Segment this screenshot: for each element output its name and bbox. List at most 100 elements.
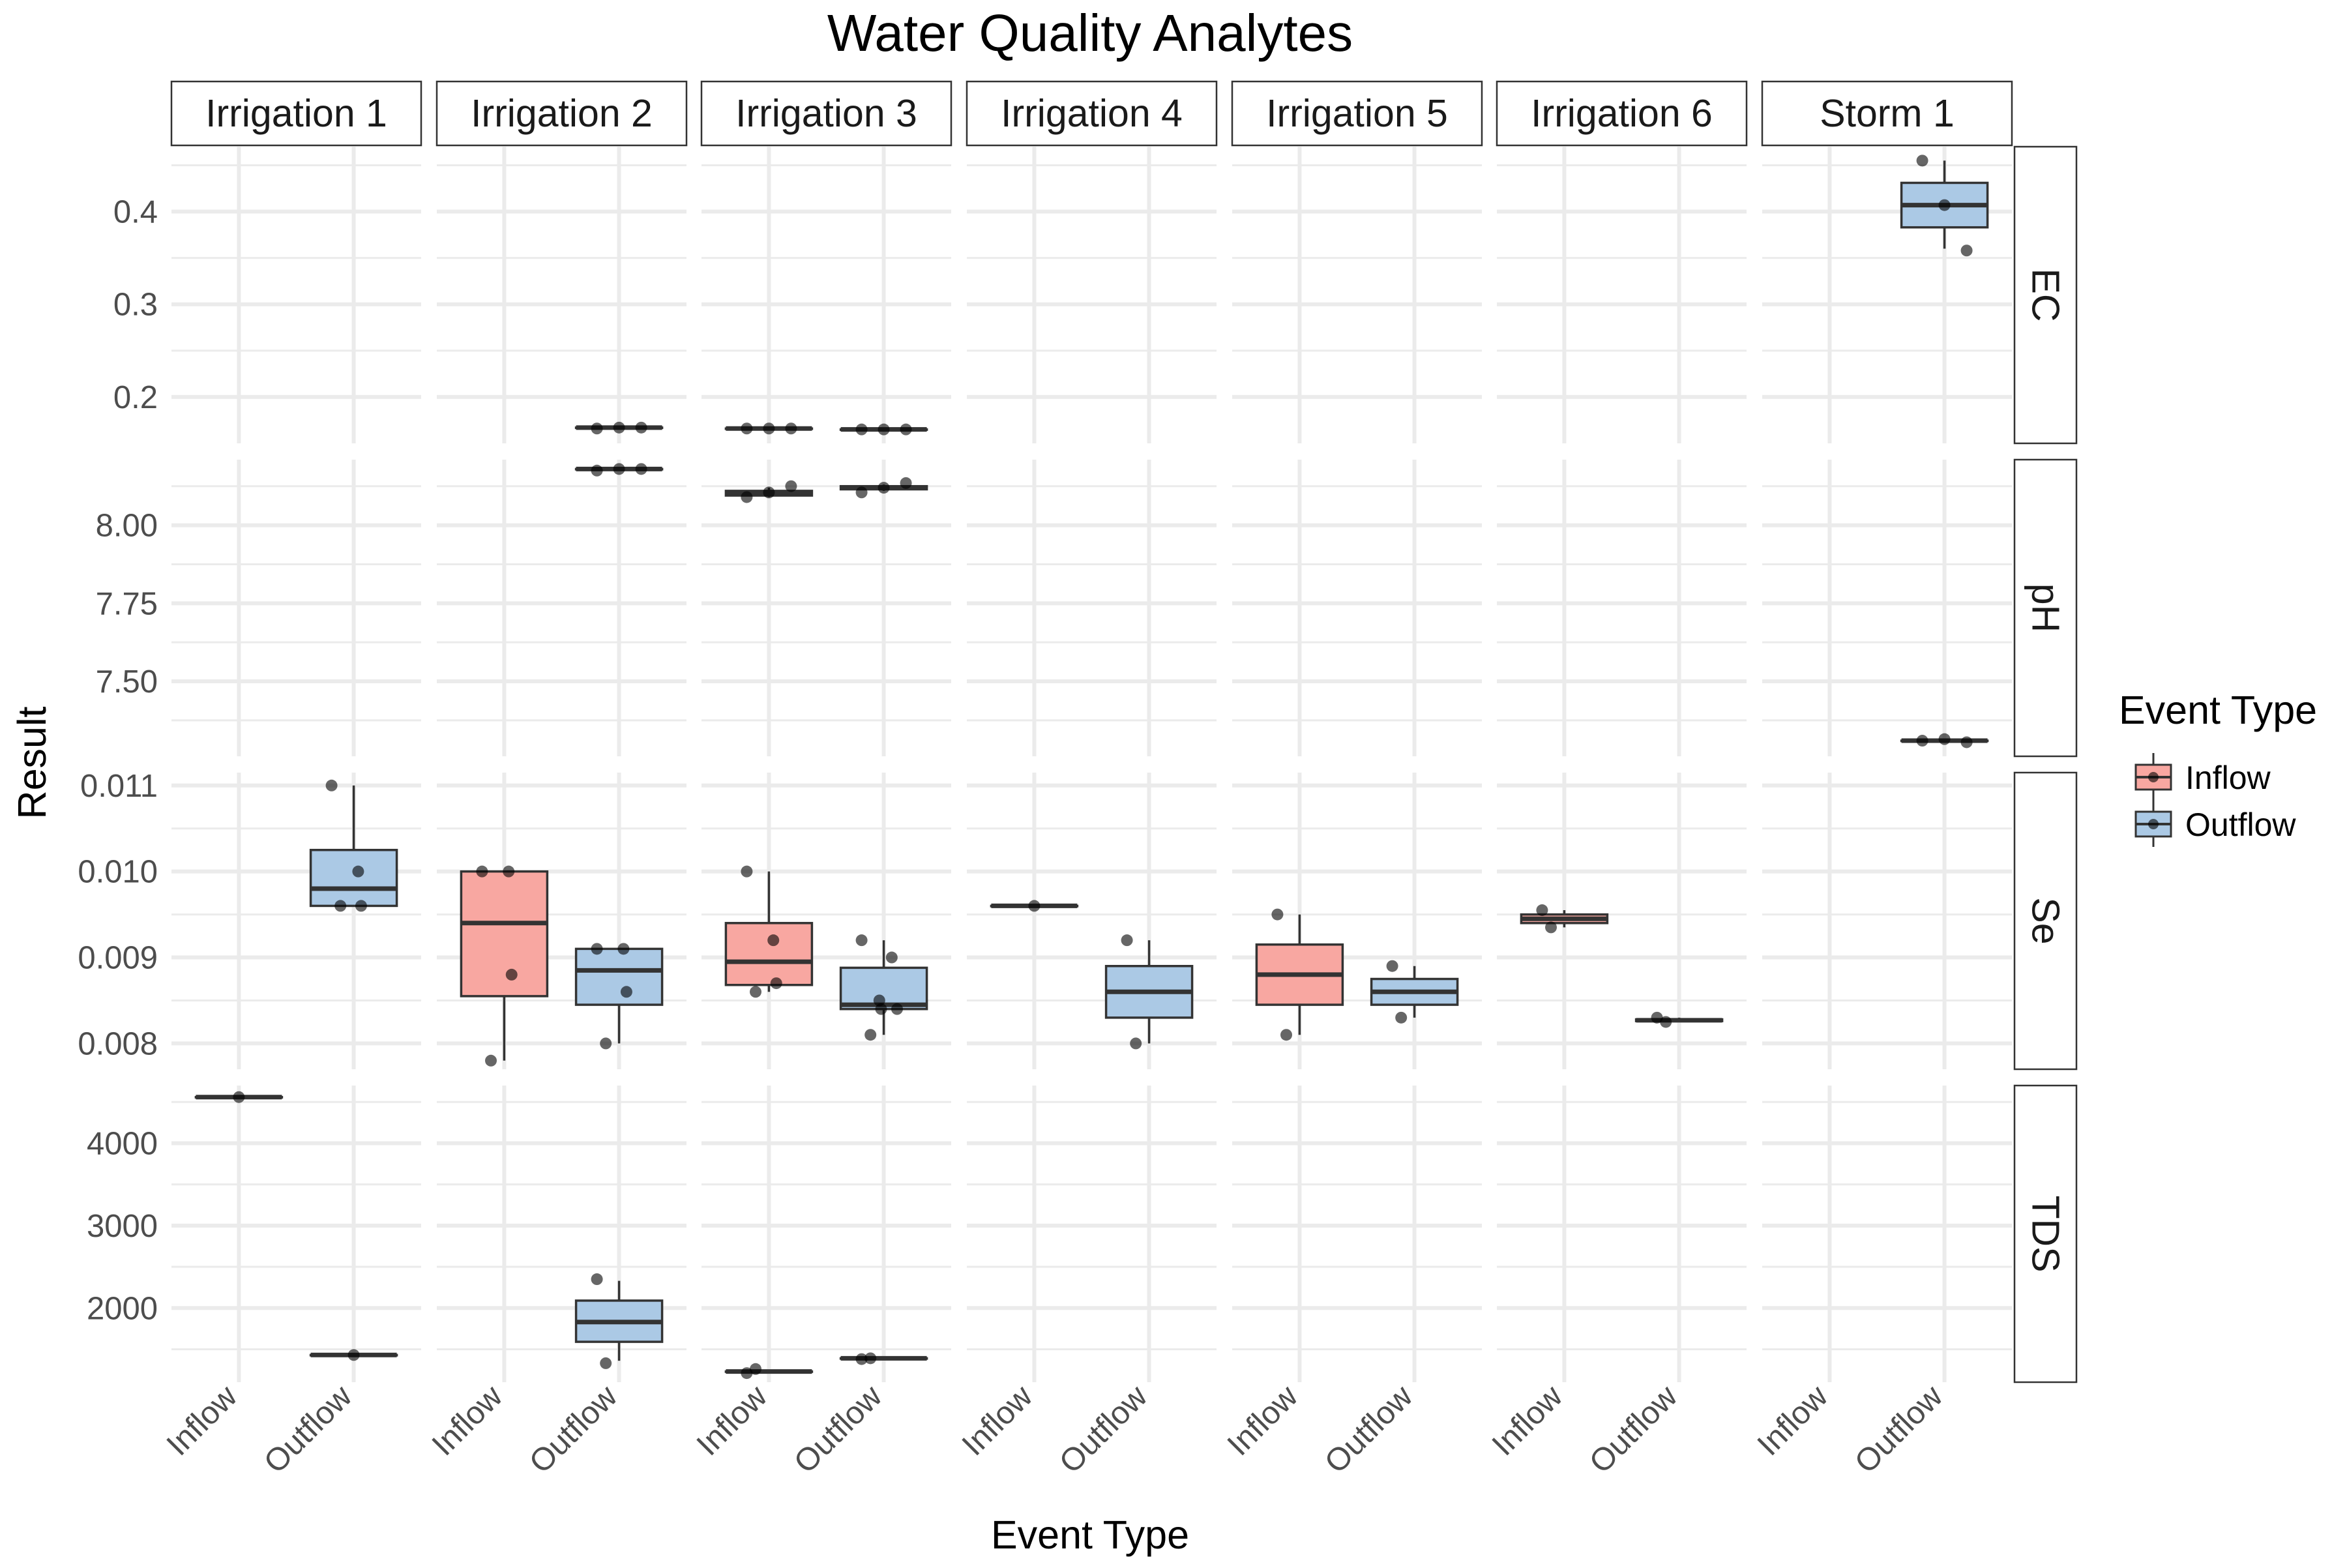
data-point	[1386, 960, 1398, 972]
box-group	[1900, 155, 1989, 257]
y-tick-label: 0.011	[80, 769, 158, 804]
box-group	[194, 1091, 284, 1103]
x-tick-label: Inflow	[955, 1378, 1039, 1462]
box	[574, 947, 664, 1006]
data-point	[600, 1037, 612, 1050]
data-point	[741, 1367, 753, 1380]
data-point	[1916, 155, 1928, 167]
data-point	[325, 779, 338, 791]
data-point	[875, 1003, 887, 1015]
data-point	[613, 463, 625, 475]
y-tick-label: 7.50	[96, 664, 158, 700]
box	[460, 870, 549, 998]
legend-item: Inflow	[2134, 753, 2271, 800]
data-point	[233, 1091, 245, 1103]
data-point	[1271, 908, 1284, 921]
data-point	[785, 480, 797, 492]
facet-strip	[1496, 80, 1748, 147]
row-strip	[2013, 771, 2078, 1071]
data-point	[900, 423, 912, 436]
box-group	[724, 1363, 814, 1380]
x-tick-label: Outflow	[1848, 1378, 1950, 1480]
data-point	[1938, 733, 1951, 745]
data-point	[485, 1054, 497, 1067]
y-tick-label: 2000	[87, 1291, 158, 1326]
data-point	[750, 1363, 762, 1375]
data-point	[878, 423, 890, 436]
data-point	[750, 986, 762, 998]
data-point	[1651, 1011, 1663, 1024]
legend-key-point	[2148, 772, 2159, 782]
x-tick-label: Outflow	[788, 1378, 889, 1480]
y-tick-label: 3000	[87, 1209, 158, 1244]
x-tick-label: Inflow	[160, 1378, 244, 1462]
data-point	[1130, 1037, 1142, 1050]
box-group	[1255, 908, 1344, 1041]
data-point	[613, 421, 625, 434]
box-group	[839, 477, 928, 499]
y-tick-label: 0.3	[113, 288, 158, 323]
box-group	[1370, 960, 1459, 1024]
data-point	[1280, 1029, 1293, 1041]
data-point	[864, 1352, 877, 1365]
box-group	[839, 1352, 928, 1365]
facet-strip-label: Irrigation 2	[471, 92, 653, 135]
data-point	[855, 934, 868, 947]
box-group	[839, 934, 928, 1041]
x-tick-label: Outflow	[1583, 1378, 1685, 1480]
x-tick-label: Inflow	[1750, 1378, 1835, 1462]
data-point	[1121, 934, 1133, 947]
facet-strip	[170, 80, 422, 147]
facet-strip-label: Irrigation 1	[205, 92, 387, 135]
row-strip	[2013, 145, 2078, 445]
box-group	[574, 943, 664, 1050]
data-point	[763, 486, 775, 499]
x-axis-title: Event Type	[991, 1513, 1189, 1557]
data-point	[1960, 736, 1973, 748]
row-strip-label: EC	[2024, 269, 2067, 322]
x-tick-label: Inflow	[1220, 1378, 1305, 1462]
data-point	[334, 900, 347, 912]
data-point	[503, 865, 515, 878]
data-point	[1545, 921, 1557, 934]
box-group	[1520, 904, 1609, 934]
facet-strip-label: Irrigation 6	[1531, 92, 1713, 135]
box-group	[574, 421, 664, 435]
box-group	[574, 463, 664, 477]
facet-strip	[966, 80, 1218, 147]
y-tick-label: 0.010	[78, 855, 158, 890]
x-tick-label: Inflow	[425, 1378, 509, 1462]
data-point	[355, 900, 367, 912]
data-point	[620, 986, 632, 998]
legend-item: Outflow	[2134, 800, 2296, 847]
x-tick-label: Inflow	[1485, 1378, 1569, 1462]
x-tick-label: Outflow	[1053, 1378, 1155, 1480]
box-group	[724, 422, 814, 435]
data-point	[741, 491, 753, 503]
box-group	[724, 865, 814, 998]
facet-strip-label: Irrigation 4	[1001, 92, 1183, 135]
data-point	[770, 977, 782, 990]
x-tick-label: Inflow	[690, 1378, 774, 1462]
data-point	[1028, 900, 1041, 912]
chart-title: Water Quality Analytes	[827, 4, 1353, 62]
y-tick-label: 0.2	[113, 380, 158, 415]
facet-strip-label: Irrigation 3	[735, 92, 917, 135]
data-point	[855, 423, 868, 436]
box-group	[990, 900, 1079, 912]
data-point	[600, 1357, 612, 1369]
data-point	[635, 421, 647, 434]
row-strip-label: TDS	[2024, 1196, 2067, 1273]
facet-strip-label: Irrigation 5	[1266, 92, 1448, 135]
data-point	[1660, 1016, 1672, 1028]
data-point	[763, 422, 775, 435]
y-axis-title: Result	[10, 706, 54, 819]
data-point	[591, 422, 603, 435]
facet-strip-label: Storm 1	[1820, 92, 1955, 135]
data-point	[635, 463, 647, 475]
facet-strip	[1231, 80, 1483, 147]
box-group	[1104, 934, 1194, 1050]
data-point	[900, 477, 912, 489]
